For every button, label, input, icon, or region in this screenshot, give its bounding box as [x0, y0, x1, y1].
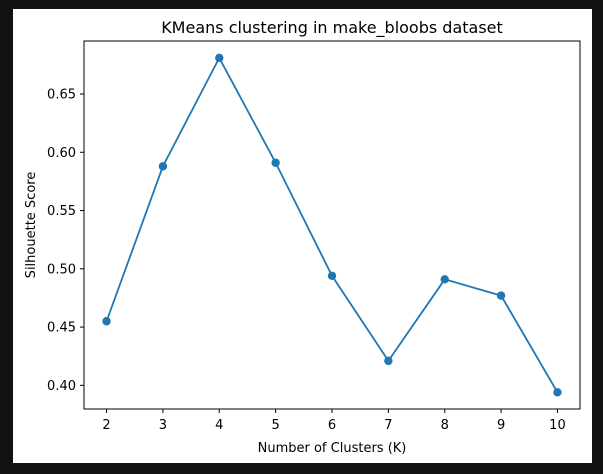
x-tick-label: 8: [441, 418, 449, 433]
data-point: [496, 291, 506, 300]
series-line: [105, 55, 559, 393]
y-tick-label: 0.65: [47, 88, 76, 103]
x-tick-label: 3: [159, 418, 167, 433]
data-point: [327, 271, 337, 281]
y-tick-label: 0.60: [47, 146, 76, 161]
data-point: [158, 162, 168, 171]
y-tick-label: 0.40: [47, 379, 76, 394]
y-tick-label: 0.50: [47, 262, 76, 277]
top-strip: [0, 0, 603, 9]
x-tick-label: 4: [215, 418, 223, 433]
chart-figure: KMeans clustering in make_bloobs dataset…: [13, 9, 592, 463]
y-tick-label: 0.55: [47, 204, 76, 219]
x-tick-label: 5: [271, 418, 279, 433]
x-tick-label: 2: [102, 418, 110, 433]
x-axis-ticks: 2 3 4 5 6 7 8 9 10: [102, 409, 566, 433]
plot-area: [83, 40, 581, 410]
data-point: [271, 158, 280, 167]
data-point: [215, 53, 224, 63]
data-point: [384, 356, 393, 366]
x-tick-label: 10: [549, 418, 566, 433]
x-axis-label: Number of Clusters (K): [258, 441, 407, 456]
x-tick-label: 6: [328, 418, 336, 433]
series-group: [102, 53, 562, 397]
y-axis-ticks: 0.40 0.45 0.50 0.55 0.60 0.65: [47, 88, 84, 394]
y-axis-label: Silhouette Score: [24, 172, 39, 279]
data-point: [102, 317, 111, 326]
x-tick-label: 7: [384, 418, 392, 433]
x-tick-label: 9: [497, 418, 505, 433]
silhouette-chart: KMeans clustering in make_bloobs dataset…: [24, 18, 581, 456]
data-point: [553, 388, 562, 397]
chart-title: KMeans clustering in make_bloobs dataset: [161, 18, 503, 38]
y-tick-label: 0.45: [47, 321, 76, 336]
data-point: [440, 275, 449, 284]
